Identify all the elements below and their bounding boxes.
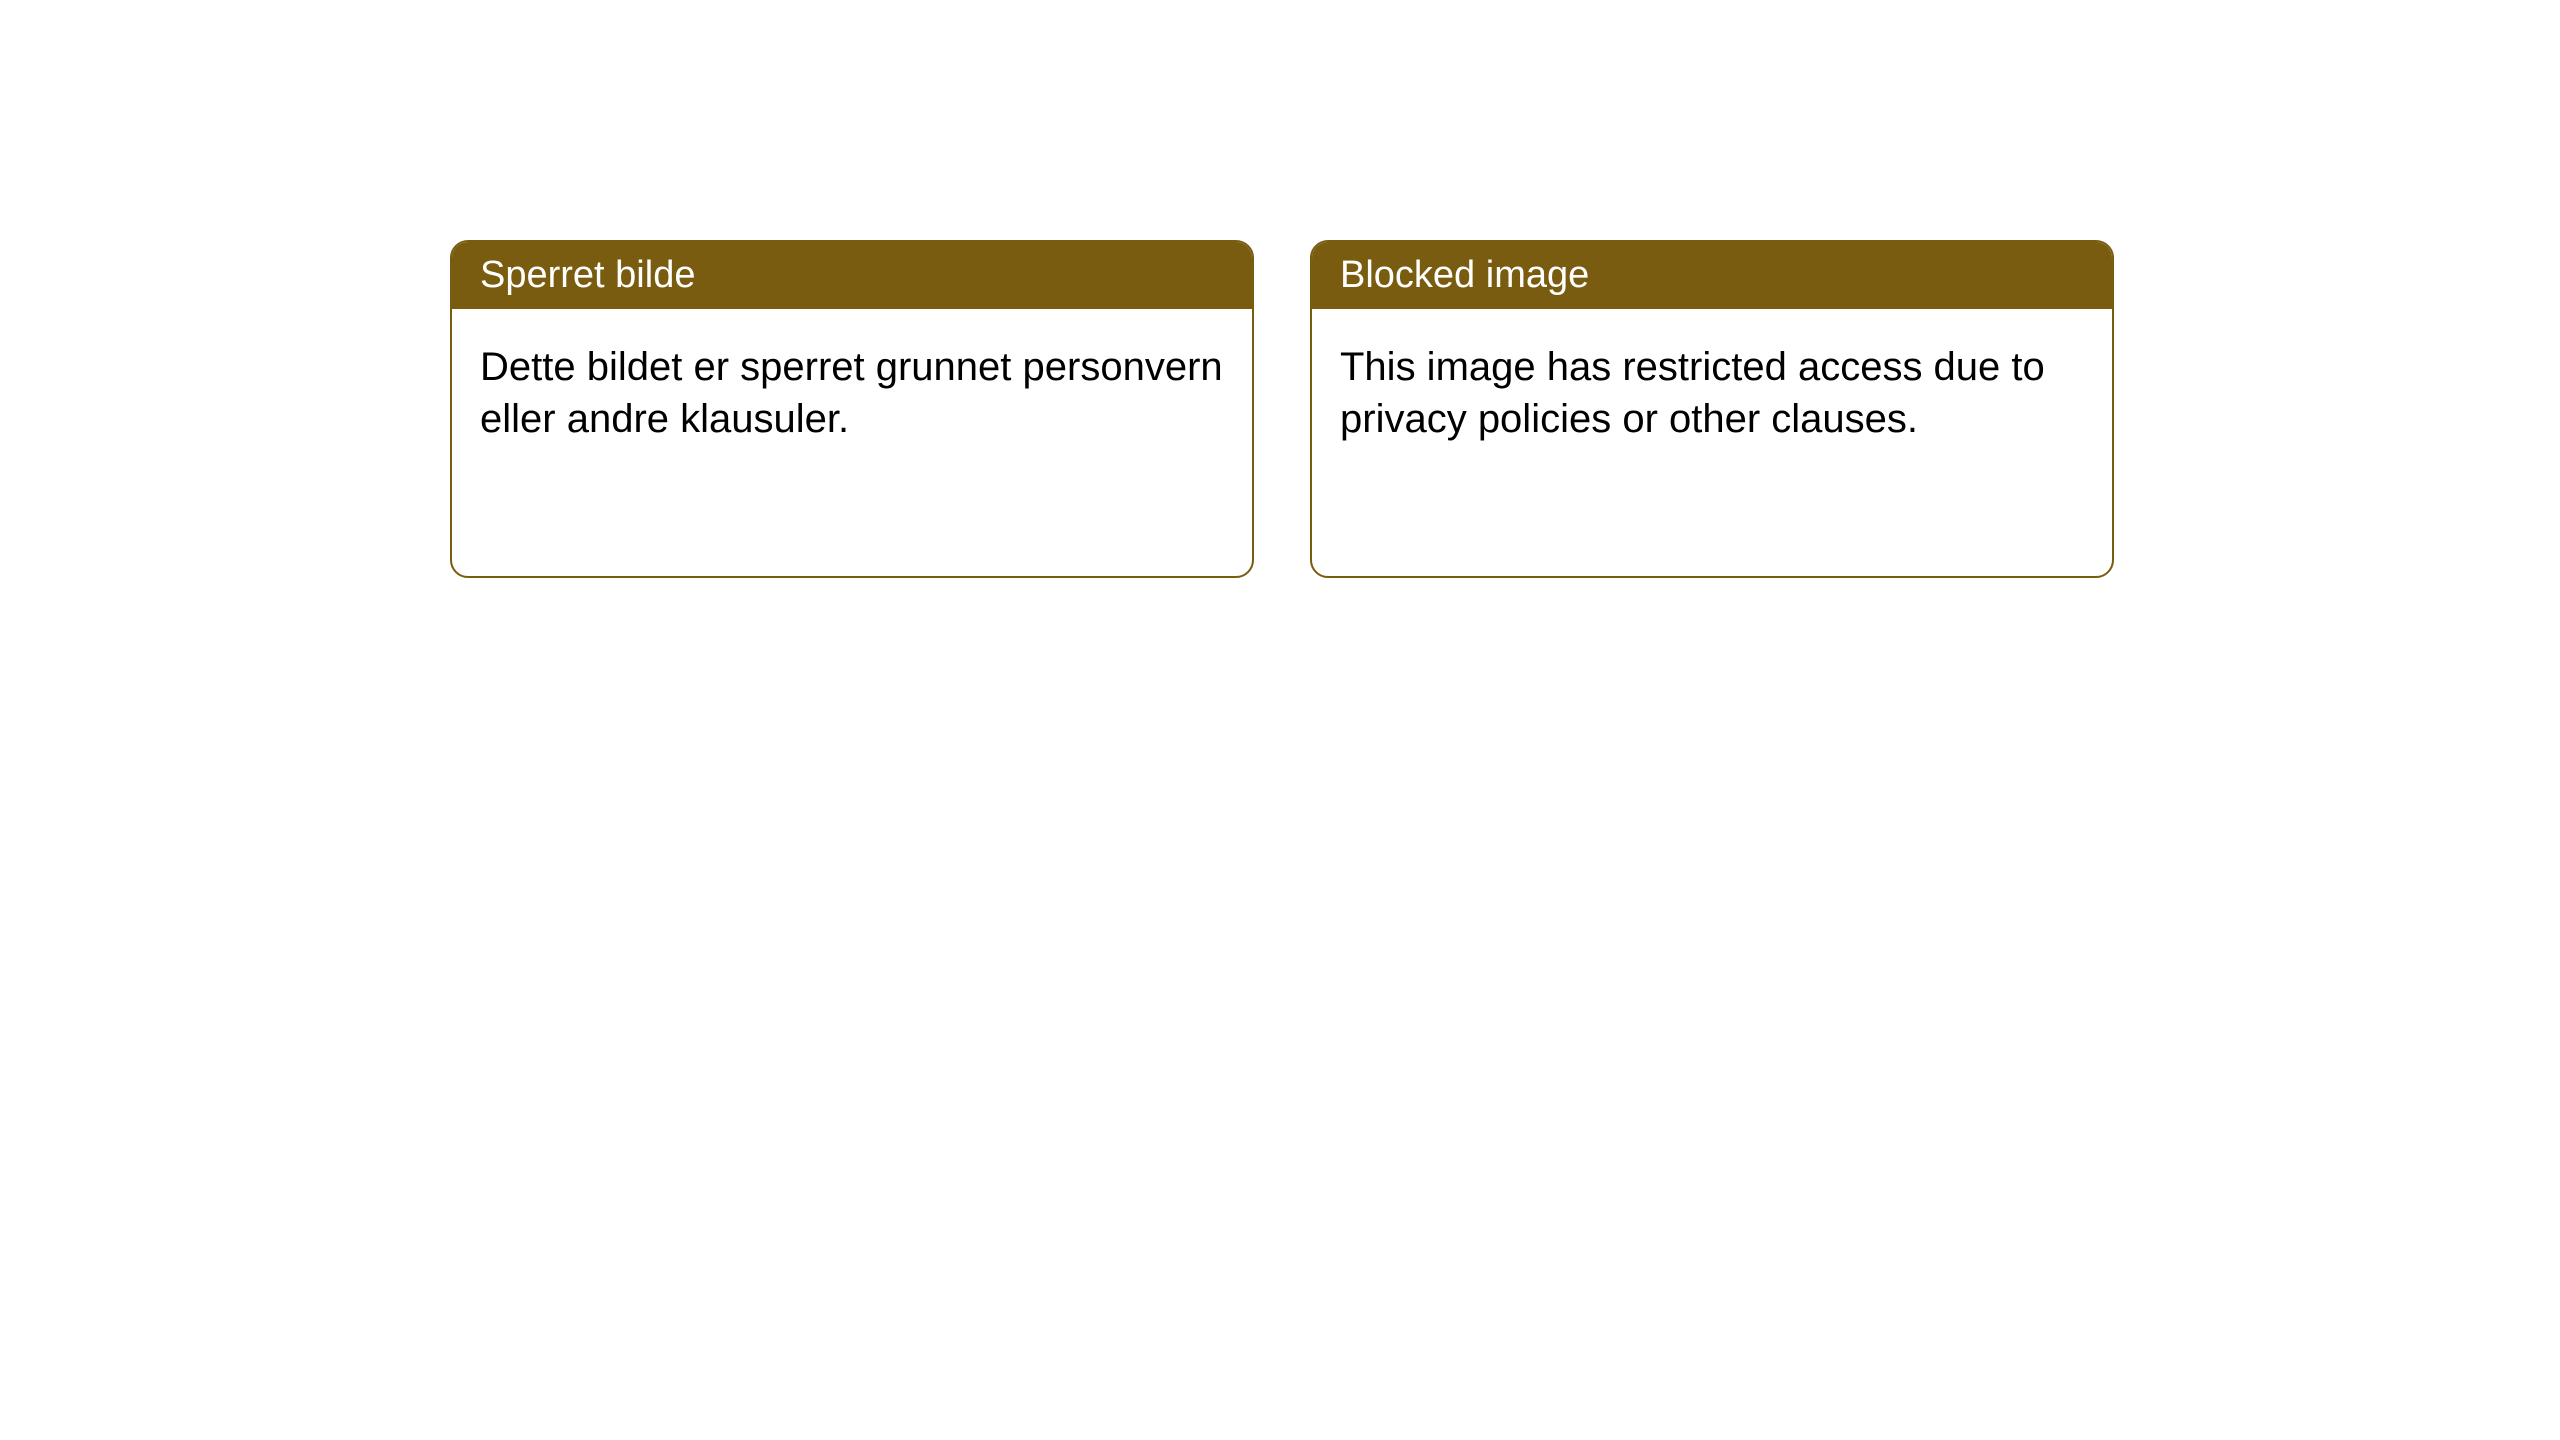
card-body-text-en: This image has restricted access due to … — [1340, 345, 2045, 441]
cards-container: Sperret bilde Dette bildet er sperret gr… — [0, 0, 2560, 578]
card-header-en: Blocked image — [1312, 242, 2112, 309]
card-body-no: Dette bildet er sperret grunnet personve… — [452, 309, 1252, 477]
card-title-no: Sperret bilde — [480, 254, 695, 296]
card-body-en: This image has restricted access due to … — [1312, 309, 2112, 477]
card-header-no: Sperret bilde — [452, 242, 1252, 309]
blocked-image-card-en: Blocked image This image has restricted … — [1310, 240, 2114, 578]
card-title-en: Blocked image — [1340, 254, 1589, 296]
card-body-text-no: Dette bildet er sperret grunnet personve… — [480, 345, 1223, 441]
blocked-image-card-no: Sperret bilde Dette bildet er sperret gr… — [450, 240, 1254, 578]
